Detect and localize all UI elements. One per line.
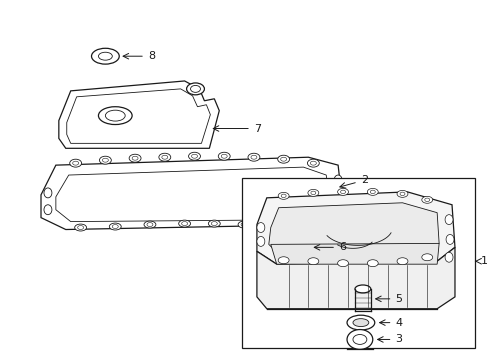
Ellipse shape: [186, 83, 204, 95]
Ellipse shape: [346, 315, 374, 330]
Ellipse shape: [445, 234, 453, 244]
Ellipse shape: [238, 221, 249, 228]
Ellipse shape: [307, 258, 318, 265]
Ellipse shape: [75, 224, 86, 231]
Text: 2: 2: [360, 175, 367, 185]
Ellipse shape: [98, 107, 132, 125]
Ellipse shape: [44, 205, 52, 215]
Ellipse shape: [129, 154, 141, 162]
Ellipse shape: [444, 252, 452, 262]
Ellipse shape: [256, 222, 264, 233]
Ellipse shape: [366, 260, 377, 267]
Ellipse shape: [335, 195, 344, 205]
Polygon shape: [256, 247, 454, 309]
Ellipse shape: [333, 213, 342, 222]
Ellipse shape: [337, 260, 348, 267]
Text: 7: 7: [253, 123, 261, 134]
Polygon shape: [256, 192, 454, 264]
Ellipse shape: [396, 190, 407, 197]
Ellipse shape: [287, 241, 309, 254]
Ellipse shape: [267, 222, 279, 229]
Ellipse shape: [256, 237, 264, 246]
Ellipse shape: [99, 156, 111, 164]
Ellipse shape: [297, 222, 309, 229]
Ellipse shape: [421, 196, 432, 203]
Ellipse shape: [277, 155, 289, 163]
Ellipse shape: [366, 188, 377, 195]
Ellipse shape: [278, 192, 288, 199]
Bar: [242, 178, 474, 348]
Ellipse shape: [218, 152, 230, 160]
Text: 1: 1: [480, 256, 487, 266]
Ellipse shape: [247, 153, 259, 161]
Ellipse shape: [333, 175, 342, 185]
Ellipse shape: [188, 152, 200, 160]
Ellipse shape: [143, 221, 156, 228]
Ellipse shape: [346, 329, 372, 349]
Ellipse shape: [70, 159, 81, 167]
Ellipse shape: [208, 220, 220, 227]
Ellipse shape: [109, 223, 121, 230]
Ellipse shape: [337, 188, 348, 195]
Ellipse shape: [396, 258, 407, 265]
Ellipse shape: [352, 319, 368, 327]
Polygon shape: [268, 203, 438, 257]
Text: 3: 3: [395, 334, 402, 345]
Ellipse shape: [354, 285, 370, 293]
Text: 6: 6: [338, 242, 346, 252]
Ellipse shape: [178, 220, 190, 227]
Ellipse shape: [307, 159, 319, 167]
Text: 5: 5: [395, 294, 402, 304]
Ellipse shape: [159, 153, 170, 161]
Ellipse shape: [44, 188, 52, 198]
Text: 4: 4: [395, 318, 402, 328]
Text: 8: 8: [148, 51, 155, 61]
Ellipse shape: [307, 189, 318, 196]
Ellipse shape: [421, 254, 432, 261]
Ellipse shape: [444, 215, 452, 225]
Polygon shape: [270, 243, 438, 264]
Ellipse shape: [278, 257, 288, 264]
